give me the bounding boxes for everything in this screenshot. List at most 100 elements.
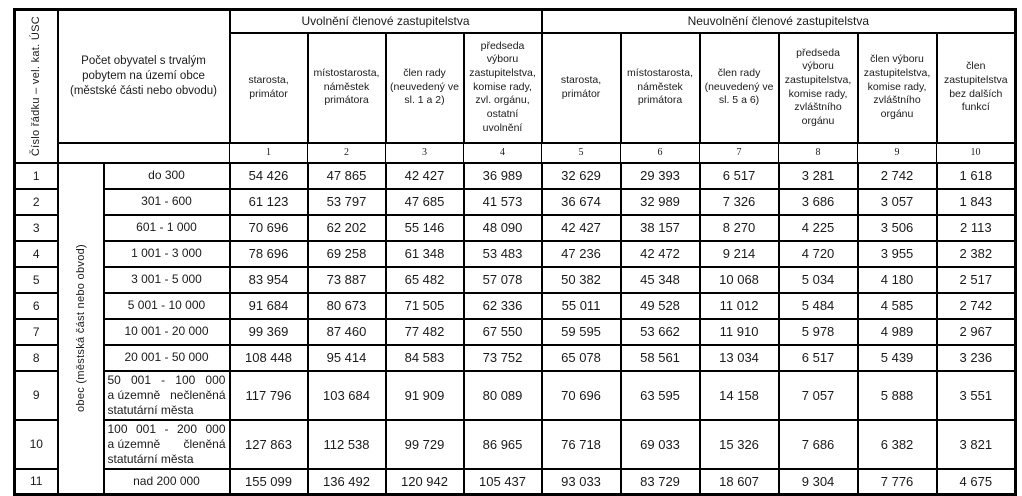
value-cell-col1: 127 863 (228, 418, 309, 470)
value-cell-col2: 103 684 (306, 369, 387, 421)
value-cell-col1: 108 448 (228, 343, 309, 372)
population-range: 50 001-100 000 a územně nečleněná statutární … (102, 369, 231, 421)
value-cell-col5: 50 382 (540, 265, 622, 294)
value-cell-col3: 77 482 (384, 317, 465, 346)
row-number: 6 (13, 291, 59, 320)
value-cell-col1: 78 696 (228, 239, 309, 268)
value-cell-col1: 91 684 (228, 291, 309, 320)
value-cell-col5: 32 629 (540, 161, 622, 190)
table-row-10: 10 100 001-200 000 a územně členěná statutární… (13, 418, 1017, 470)
value-cell-col2: 112 538 (306, 418, 387, 470)
value-cell-col9: 3 057 (856, 187, 938, 216)
column-header-2: místostarosta, náměstek primátora (306, 31, 387, 144)
value-cell-col6: 38 157 (619, 213, 701, 242)
population-range: 5 001 - 10 000 (102, 291, 231, 320)
value-cell-col7: 7 326 (698, 187, 780, 216)
table-row-8: 8 20 001 - 50 000 108 448 95 414 84 583 73 75… (13, 343, 1017, 372)
population-range: 1 001 - 3 000 (102, 239, 231, 268)
value-cell-col6: 45 348 (619, 265, 701, 294)
table-row-1: 1 obec (městská část nebo obvod) do 300 54 … (13, 161, 1017, 496)
value-cell-col7: 15 326 (698, 418, 780, 470)
value-cell-col3: 61 348 (384, 239, 465, 268)
column-header-5: starosta, primátor (540, 31, 622, 144)
table-row-2: 2 301 - 600 61 123 53 797 47 685 41 573 36 674… (13, 187, 1017, 216)
value-cell-col9: 4 585 (856, 291, 938, 320)
column-number-5: 5 (541, 142, 622, 164)
table-row-7: 7 10 001 - 20 000 99 369 87 460 77 482 67 550… (13, 317, 1017, 346)
value-cell-col10: 4 675 (935, 467, 1017, 496)
value-cell-col8: 5 484 (777, 291, 859, 320)
column-header-1: starosta, primátor (228, 31, 309, 144)
value-cell-col6: 69 033 (619, 418, 701, 470)
value-cell-col6: 49 528 (619, 291, 701, 320)
value-cell-col9: 5 439 (856, 343, 938, 372)
value-cell-col2: 95 414 (306, 343, 387, 372)
row-number: 2 (13, 187, 59, 216)
value-cell-col9: 3 955 (856, 239, 938, 268)
population-range: 10 001 - 20 000 (102, 317, 231, 346)
value-cell-col10: 2 113 (935, 213, 1017, 242)
value-cell-col2: 47 865 (306, 161, 387, 190)
value-cell-col2: 73 887 (306, 265, 387, 294)
value-cell-col1: 54 426 (228, 161, 309, 190)
population-range: 3 001 - 5 000 (102, 265, 231, 294)
value-cell-col8: 3 686 (777, 187, 859, 216)
value-cell-col1: 61 123 (228, 187, 309, 216)
value-cell-col7: 8 270 (698, 213, 780, 242)
value-cell-col4: 57 078 (462, 265, 543, 294)
column-header-9: člen výboru zastupitelstva, komise rady,… (856, 31, 938, 144)
value-cell-col8: 5 978 (777, 317, 859, 346)
value-cell-col5: 76 718 (540, 418, 622, 470)
value-cell-col1: 70 696 (228, 213, 309, 242)
value-cell-col7: 13 034 (698, 343, 780, 372)
group-header-unreleased: Neuvolnění členové zastupitelstva (540, 8, 1017, 34)
row-axis-header-cell: Číslo řádku – vel. kat. ÚSC (13, 8, 59, 164)
value-cell-col5: 59 595 (540, 317, 622, 346)
value-cell-col7: 11 910 (698, 317, 780, 346)
value-cell-col4: 62 336 (462, 291, 543, 320)
value-cell-col9: 4 180 (856, 265, 938, 294)
value-cell-col10: 3 551 (935, 369, 1017, 421)
column-header-row: starosta, primátor místostarosta, náměste… (15, 31, 1017, 144)
remuneration-table: Číslo řádku – vel. kat. ÚSC Počet obyvat… (13, 8, 1018, 496)
table-row-9: 9 50 001-100 000 a územně nečleněná statutární… (13, 369, 1017, 421)
row-number: 4 (13, 239, 59, 268)
value-cell-col7: 6 517 (698, 161, 780, 190)
value-cell-col6: 42 472 (619, 239, 701, 268)
value-cell-col3: 91 909 (384, 369, 465, 421)
value-cell-col2: 87 460 (306, 317, 387, 346)
value-cell-col10: 3 236 (935, 343, 1017, 372)
column-number-7: 7 (699, 142, 780, 164)
row-number: 3 (13, 213, 59, 242)
value-cell-col7: 10 068 (698, 265, 780, 294)
value-cell-col10: 2 517 (935, 265, 1017, 294)
row-number: 5 (13, 265, 59, 294)
value-cell-col3: 55 146 (384, 213, 465, 242)
value-cell-col8: 4 720 (777, 239, 859, 268)
value-cell-col2: 62 202 (306, 213, 387, 242)
value-cell-col5: 55 011 (540, 291, 622, 320)
table-row-5: 5 3 001 - 5 000 83 954 73 887 65 482 57 078 50… (13, 265, 1017, 294)
value-cell-col1: 83 954 (228, 265, 309, 294)
value-cell-col4: 73 752 (462, 343, 543, 372)
population-range: 301 - 600 (102, 187, 231, 216)
table-row-3: 3 601 - 1 000 70 696 62 202 55 146 48 090 42 4… (13, 213, 1017, 242)
value-cell-col8: 4 225 (777, 213, 859, 242)
value-cell-col4: 86 965 (462, 418, 543, 470)
value-cell-col7: 11 012 (698, 291, 780, 320)
row-group-label: obec (městská část nebo obvod) (74, 244, 87, 413)
group-header-row: Číslo řádku – vel. kat. ÚSC Počet obyvat… (13, 8, 1017, 164)
row-number: 10 (13, 418, 59, 470)
value-cell-col10: 1 618 (935, 161, 1017, 190)
column-number-2: 2 (307, 142, 386, 164)
value-cell-col6: 58 561 (619, 343, 701, 372)
value-cell-col3: 47 685 (384, 187, 465, 216)
value-cell-col4: 53 483 (462, 239, 543, 268)
row-number: 1 (13, 161, 59, 190)
row-axis-label: Číslo řádku – vel. kat. ÚSC (30, 16, 43, 157)
value-cell-col3: 84 583 (384, 343, 465, 372)
value-cell-col8: 7 686 (777, 418, 859, 470)
value-cell-col9: 6 382 (856, 418, 938, 470)
